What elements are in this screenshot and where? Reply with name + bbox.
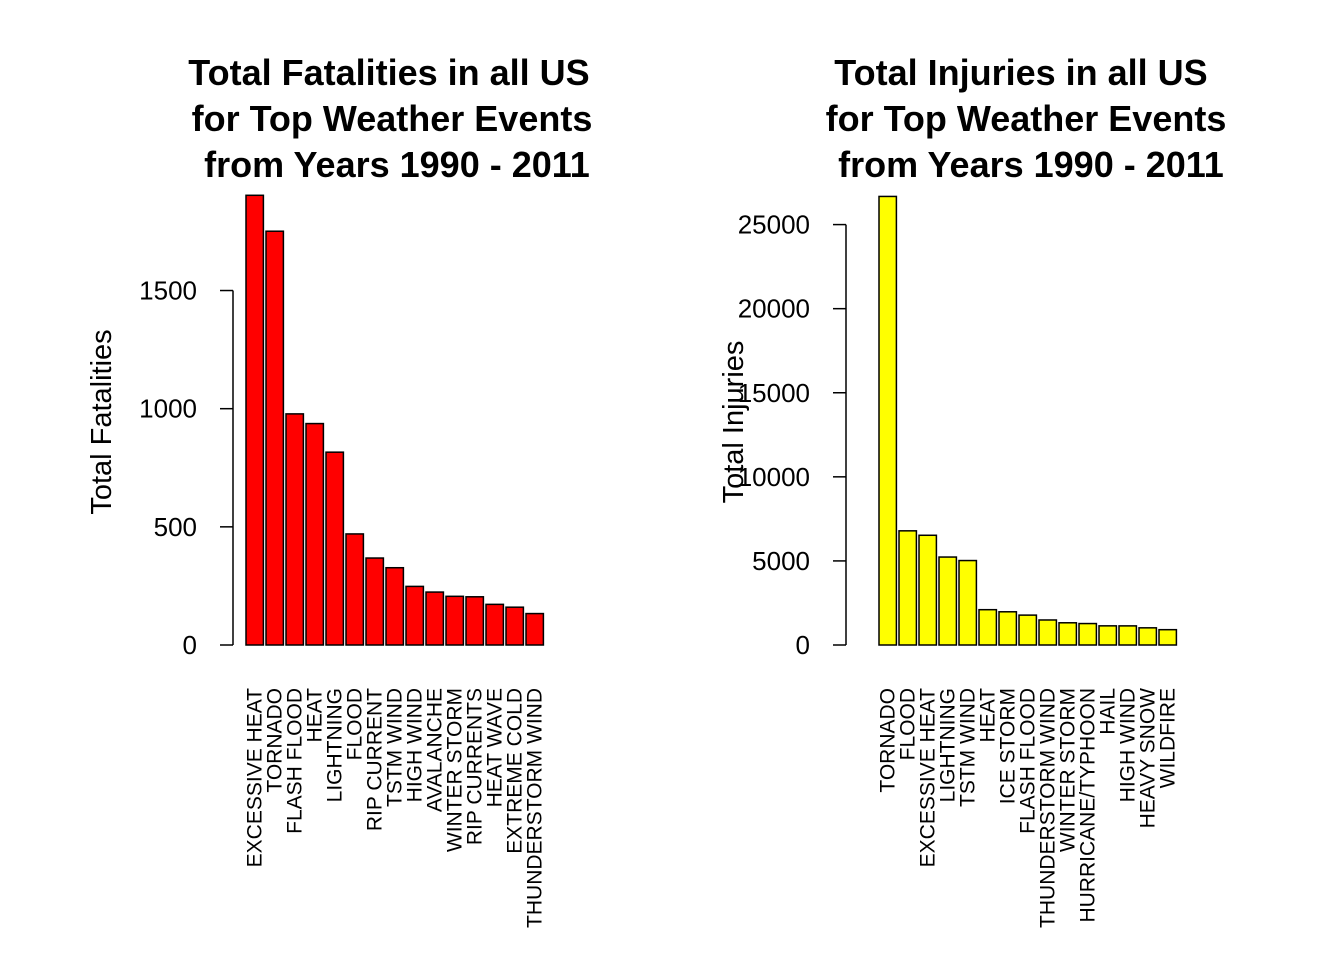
fatalities-bar (365, 557, 385, 646)
fatalities-bar (405, 585, 425, 646)
fatalities-y-axis-label: Total Fatalities (86, 329, 118, 514)
injuries-category-label: HEAVY SNOW (1137, 688, 1160, 829)
injuries-category-label: LIGHTNING (937, 688, 960, 802)
injuries-y-tick-label: 0 (796, 630, 810, 660)
injuries-bar (978, 608, 998, 646)
injuries-title-line-2: for Top Weather Events (826, 98, 1227, 139)
injuries-category-label: HIGH WIND (1117, 688, 1140, 802)
fatalities-bar (265, 230, 285, 646)
injuries-category-label: FLOOD (897, 688, 920, 760)
injuries-bar (918, 534, 938, 646)
injuries-y-tick-label: 25000 (738, 210, 810, 240)
fatalities-category-label: EXTREME COLD (504, 688, 527, 854)
injuries-title-line-1: Total Injuries in all US (834, 52, 1207, 93)
injuries-chart: Total Injuries in all US for Top Weather… (718, 52, 1226, 928)
fatalities-bar (285, 413, 305, 646)
injuries-category-label: HEAT (977, 688, 1000, 743)
fatalities-category-label: RIP CURRENTS (464, 688, 487, 845)
fatalities-category-label: HEAT (304, 688, 327, 743)
injuries-bars (878, 195, 1178, 646)
injuries-bar (1118, 625, 1138, 646)
fatalities-category-label: TSTM WIND (384, 688, 407, 807)
injuries-bar (1098, 625, 1118, 646)
injuries-bar (878, 195, 898, 646)
injuries-category-label: WILDFIRE (1157, 688, 1180, 788)
fatalities-title-line-1: Total Fatalities in all US (188, 52, 589, 93)
injuries-category-label: WINTER STORM (1057, 688, 1080, 852)
injuries-bar (1058, 622, 1078, 646)
injuries-category-label: EXCESSIVE HEAT (917, 688, 940, 868)
injuries-bar (1158, 628, 1178, 646)
injuries-title-line-3: from Years 1990 - 2011 (838, 144, 1224, 185)
fatalities-y-tick-label: 500 (154, 512, 197, 542)
injuries-y-tick-label: 10000 (738, 462, 810, 492)
injuries-y-tick-label: 20000 (738, 294, 810, 324)
fatalities-chart: Total Fatalities in all US for Top Weath… (86, 52, 592, 928)
injuries-y-axis: 0 5000 10000 15000 20000 25000 (738, 210, 847, 660)
injuries-y-tick-label: 5000 (752, 546, 810, 576)
injuries-bar (938, 556, 958, 646)
fatalities-category-label: LIGHTNING (324, 688, 347, 802)
injuries-bar (998, 611, 1018, 646)
injuries-bar (1018, 614, 1038, 646)
injuries-category-label: TSTM WIND (957, 688, 980, 807)
fatalities-category-label: RIP CURRENT (364, 688, 387, 831)
fatalities-bar (325, 451, 345, 646)
fatalities-y-tick-label: 0 (183, 630, 197, 660)
fatalities-bar (505, 606, 525, 646)
fatalities-title-line-2: for Top Weather Events (192, 98, 593, 139)
fatalities-bar (525, 612, 545, 646)
fatalities-y-tick-label: 1500 (139, 276, 197, 306)
injuries-category-label: TORNADO (877, 688, 900, 793)
fatalities-bar (345, 533, 365, 646)
fatalities-category-label: HEAT WAVE (484, 688, 507, 807)
fatalities-y-tick-label: 1000 (139, 394, 197, 424)
injuries-bar (898, 530, 918, 646)
fatalities-category-label: HIGH WIND (404, 688, 427, 802)
fatalities-bar (425, 591, 445, 646)
fatalities-bars (245, 194, 545, 646)
injuries-y-tick-label: 15000 (738, 378, 810, 408)
fatalities-category-label: TORNADO (264, 688, 287, 793)
fatalities-y-axis: 0 500 1000 1500 (139, 276, 234, 660)
fatalities-bar (385, 566, 405, 646)
fatalities-category-label: AVALANCHE (424, 688, 447, 812)
fatalities-title-line-3: from Years 1990 - 2011 (204, 144, 590, 185)
fatalities-category-label: EXCESSIVE HEAT (244, 688, 267, 868)
injuries-category-label: FLASH FLOOD (1017, 688, 1040, 834)
fatalities-bar (485, 603, 505, 646)
fatalities-category-label: FLASH FLOOD (284, 688, 307, 834)
fatalities-bar (305, 422, 325, 646)
injuries-bar (958, 559, 978, 646)
injuries-y-axis-label: Total Injuries (718, 341, 750, 504)
injuries-category-label: HAIL (1097, 688, 1120, 735)
fatalities-category-label: THUNDERSTORM WIND (524, 688, 547, 928)
injuries-category-label: THUNDERSTORM WIND (1037, 688, 1060, 928)
fatalities-bar (445, 595, 465, 646)
fatalities-bar (245, 194, 265, 646)
injuries-bar (1138, 627, 1158, 646)
injuries-bar (1038, 619, 1058, 646)
fatalities-bar (465, 596, 485, 646)
injuries-category-label: HURRICANE/TYPHOON (1077, 688, 1100, 923)
injuries-bar (1078, 622, 1098, 646)
fatalities-category-label: WINTER STORM (444, 688, 467, 852)
injuries-category-label: ICE STORM (997, 688, 1020, 804)
fatalities-category-label: FLOOD (344, 688, 367, 760)
